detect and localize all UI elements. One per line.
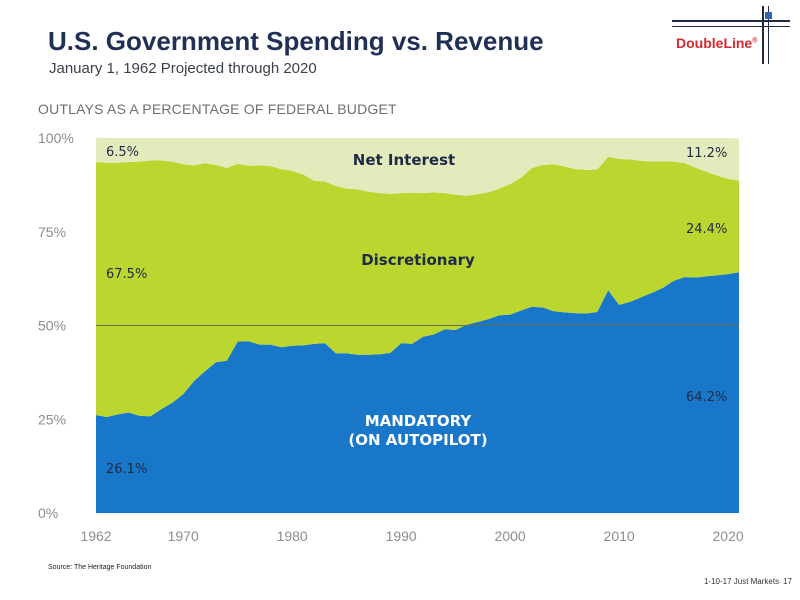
net-interest-area xyxy=(96,137,739,196)
logo-blue-square xyxy=(765,12,772,19)
x-tick-label: 2020 xyxy=(713,528,744,544)
doubleline-logo: DoubleLine® xyxy=(668,6,794,64)
x-tick-label: 2000 xyxy=(495,528,526,544)
page-number: 17 xyxy=(783,577,792,586)
x-tick-label: 1980 xyxy=(277,528,308,544)
mandatory-start-value: 26.1% xyxy=(106,462,147,477)
y-tick-label: 100% xyxy=(38,130,74,146)
discretionary-end-value: 24.4% xyxy=(686,222,727,237)
logo-rule-vertical-right xyxy=(768,6,769,64)
logo-rule-vertical-left xyxy=(762,6,764,64)
y-axis-ticks: 0% 25% 50% 75% 100% xyxy=(38,130,74,521)
source-note: Source: The Heritage Foundation xyxy=(48,564,152,571)
x-tick-label: 1970 xyxy=(168,528,199,544)
area-layer xyxy=(96,137,739,513)
slide-title: U.S. Government Spending vs. Revenue xyxy=(48,26,544,56)
mandatory-end-value: 64.2% xyxy=(686,390,727,405)
footer-note: 1-10-17 Just Markets xyxy=(703,577,780,586)
x-tick-label: 1962 xyxy=(80,528,111,544)
net-interest-end-value: 11.2% xyxy=(686,146,727,161)
y-tick-label: 0% xyxy=(38,505,58,521)
mandatory-area xyxy=(96,272,739,513)
logo-rule-bottom xyxy=(672,26,790,27)
logo-wordmark: DoubleLine® xyxy=(676,35,758,51)
mandatory-label-line1: MANDATORY xyxy=(365,412,473,430)
discretionary-area xyxy=(96,156,739,418)
chart-heading: OUTLAYS AS A PERCENTAGE OF FEDERAL BUDGE… xyxy=(38,101,397,117)
net-interest-start-value: 6.5% xyxy=(106,145,139,160)
page-footer: 1-10-17 Just Markets 17 xyxy=(700,577,792,586)
discretionary-start-value: 67.5% xyxy=(106,267,147,282)
x-tick-label: 1990 xyxy=(386,528,417,544)
x-axis-ticks: 1962 1970 1980 1990 2000 2010 2020 xyxy=(80,528,743,544)
x-tick-label: 2010 xyxy=(604,528,635,544)
y-tick-label: 75% xyxy=(38,224,66,240)
slide-subtitle: January 1, 1962 Projected through 2020 xyxy=(49,60,317,77)
discretionary-label: Discretionary xyxy=(361,251,475,269)
y-tick-label: 25% xyxy=(38,411,66,427)
mandatory-label-line2: (ON AUTOPILOT) xyxy=(348,431,487,449)
logo-rule-top xyxy=(672,20,790,22)
y-tick-label: 50% xyxy=(38,318,66,334)
net-interest-label: Net Interest xyxy=(353,151,455,169)
